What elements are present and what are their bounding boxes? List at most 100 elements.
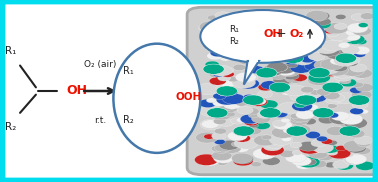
Circle shape	[322, 145, 339, 153]
Circle shape	[249, 17, 261, 23]
Circle shape	[271, 109, 282, 115]
Text: OH: OH	[66, 84, 87, 98]
Circle shape	[254, 135, 276, 146]
Circle shape	[234, 134, 251, 142]
Circle shape	[237, 35, 257, 45]
Circle shape	[232, 153, 254, 164]
Circle shape	[325, 76, 341, 84]
Text: R₂: R₂	[123, 115, 134, 125]
Circle shape	[340, 48, 353, 55]
Circle shape	[214, 128, 226, 134]
Text: OH: OH	[263, 29, 282, 39]
Circle shape	[240, 114, 260, 124]
Circle shape	[211, 145, 225, 152]
Circle shape	[292, 151, 302, 155]
Circle shape	[276, 19, 289, 26]
Circle shape	[320, 58, 344, 70]
Circle shape	[343, 59, 358, 66]
Circle shape	[195, 154, 218, 165]
Circle shape	[347, 23, 368, 33]
Circle shape	[223, 52, 240, 60]
Text: R₁: R₁	[5, 46, 16, 56]
Circle shape	[287, 62, 298, 68]
Circle shape	[222, 148, 232, 153]
Circle shape	[326, 31, 339, 37]
Circle shape	[310, 90, 321, 95]
Circle shape	[298, 141, 318, 151]
Circle shape	[220, 88, 234, 94]
Circle shape	[358, 141, 370, 147]
Circle shape	[284, 57, 301, 65]
Circle shape	[245, 35, 257, 41]
Circle shape	[221, 144, 241, 153]
Circle shape	[327, 46, 340, 52]
Circle shape	[339, 78, 356, 87]
Circle shape	[285, 153, 306, 163]
Circle shape	[261, 56, 271, 61]
Circle shape	[263, 28, 282, 37]
Circle shape	[327, 104, 337, 108]
Circle shape	[320, 80, 333, 86]
Circle shape	[351, 14, 365, 21]
Circle shape	[204, 134, 215, 139]
Circle shape	[312, 143, 333, 153]
Circle shape	[319, 46, 340, 56]
Circle shape	[324, 92, 340, 100]
Circle shape	[266, 83, 280, 90]
Circle shape	[314, 20, 331, 29]
Circle shape	[233, 156, 253, 166]
Circle shape	[254, 13, 277, 24]
Circle shape	[218, 37, 231, 43]
Circle shape	[218, 67, 234, 74]
Circle shape	[335, 161, 353, 170]
Circle shape	[207, 108, 228, 118]
Circle shape	[222, 15, 233, 20]
Circle shape	[323, 41, 344, 51]
Circle shape	[267, 25, 285, 33]
Circle shape	[325, 23, 348, 34]
Circle shape	[328, 94, 345, 102]
Circle shape	[243, 126, 262, 135]
Circle shape	[284, 108, 294, 112]
Circle shape	[219, 103, 235, 110]
Circle shape	[308, 149, 328, 159]
Circle shape	[229, 46, 251, 56]
Circle shape	[243, 94, 255, 100]
Circle shape	[259, 16, 268, 21]
Circle shape	[284, 73, 307, 83]
Circle shape	[211, 110, 232, 120]
Circle shape	[316, 43, 338, 54]
Circle shape	[347, 129, 365, 138]
Circle shape	[271, 52, 284, 59]
Polygon shape	[249, 57, 258, 62]
Circle shape	[352, 26, 371, 36]
Circle shape	[248, 113, 259, 118]
Circle shape	[215, 12, 231, 19]
Circle shape	[310, 63, 334, 74]
Circle shape	[355, 39, 367, 45]
Circle shape	[341, 121, 353, 128]
Circle shape	[313, 108, 334, 118]
Circle shape	[321, 139, 333, 144]
Circle shape	[222, 71, 234, 77]
Circle shape	[326, 126, 345, 136]
Circle shape	[219, 55, 232, 61]
Circle shape	[336, 14, 346, 19]
Circle shape	[234, 138, 258, 149]
Circle shape	[290, 62, 312, 73]
Circle shape	[288, 124, 311, 135]
Circle shape	[283, 128, 294, 133]
Circle shape	[327, 140, 338, 145]
Circle shape	[350, 108, 364, 114]
Circle shape	[297, 157, 320, 168]
Circle shape	[279, 150, 294, 157]
Circle shape	[196, 83, 220, 95]
Circle shape	[296, 110, 314, 119]
Circle shape	[217, 118, 234, 126]
Circle shape	[333, 161, 349, 169]
Circle shape	[261, 66, 283, 76]
Circle shape	[223, 35, 235, 41]
Circle shape	[328, 31, 349, 41]
Circle shape	[299, 34, 317, 42]
Circle shape	[247, 97, 263, 105]
